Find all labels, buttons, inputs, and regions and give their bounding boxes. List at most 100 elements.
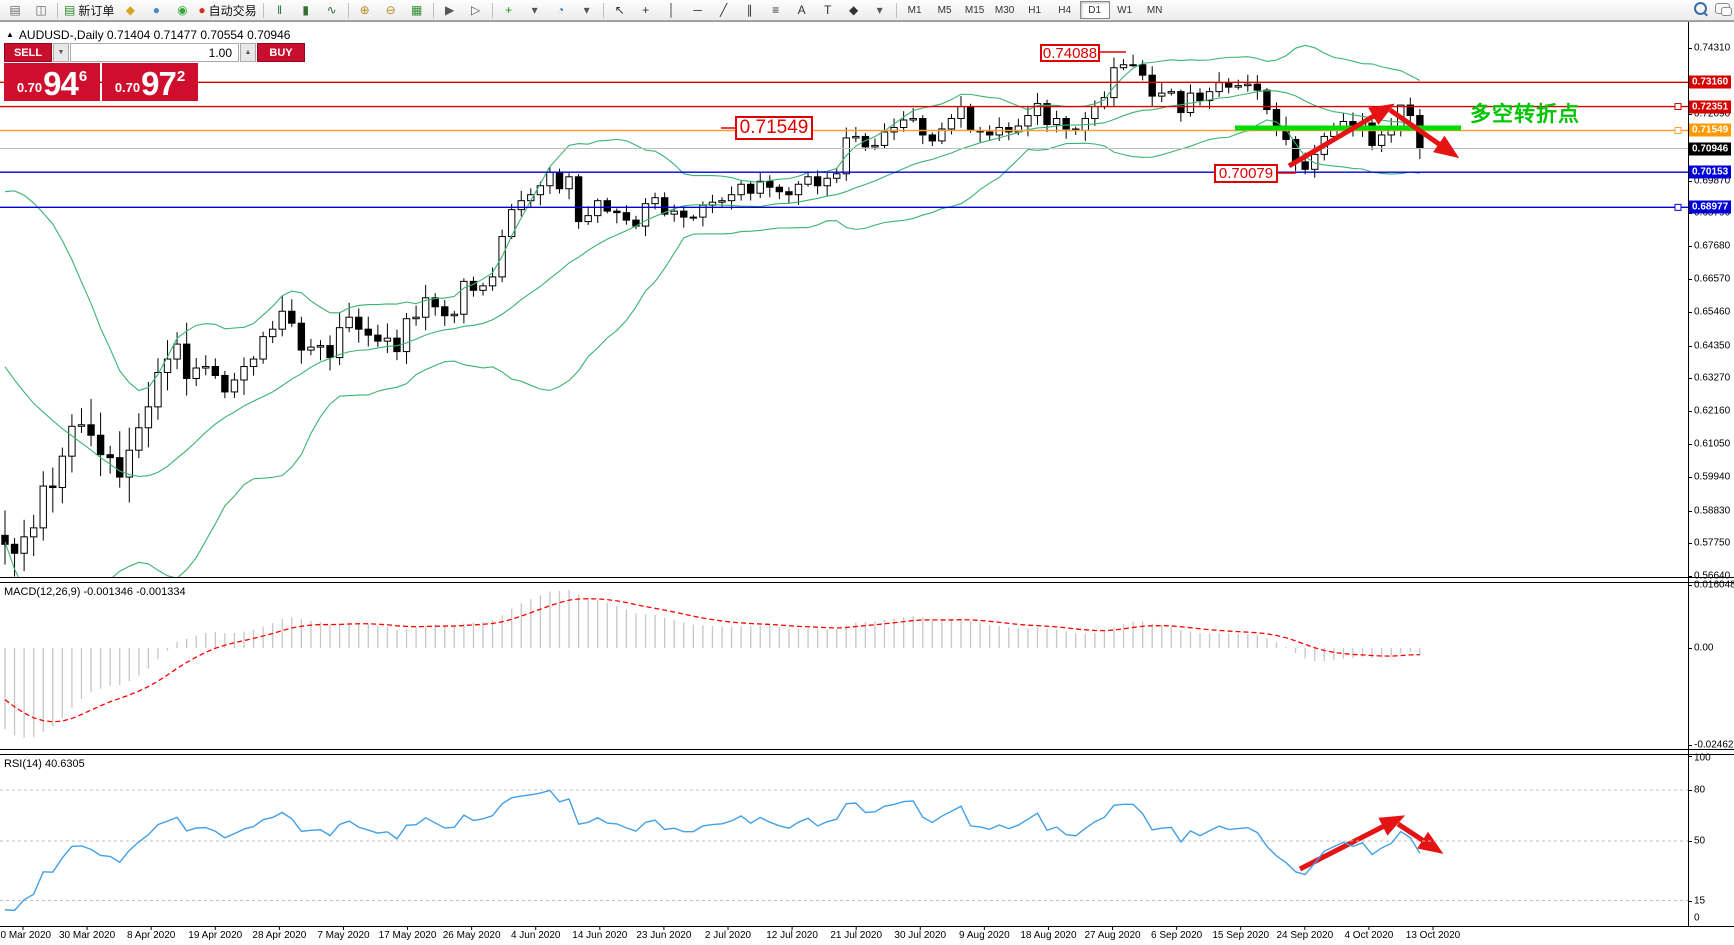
scale-tick-mark xyxy=(1688,790,1692,791)
price-line-scale-label: 0.71549 xyxy=(1689,123,1732,137)
date-axis-label: 24 Sep 2020 xyxy=(1276,930,1334,941)
toolbar-separator xyxy=(262,2,264,18)
toolbar-separator xyxy=(57,2,58,18)
chart-title: AUDUSD-,Daily 0.71404 0.71477 0.70554 0.… xyxy=(18,28,291,42)
new-order-icon-label: 新订单 xyxy=(78,3,115,18)
volume-input[interactable] xyxy=(70,43,239,62)
date-axis-label: 9 Aug 2020 xyxy=(959,930,1010,941)
macd-tick-label: 0.00 xyxy=(1694,642,1714,654)
timeframe-button-mn[interactable]: MN xyxy=(1146,4,1163,16)
buy-button[interactable]: BUY xyxy=(257,43,305,62)
market-watch-icon: ◫ xyxy=(35,3,47,17)
chart-shift-icon[interactable]: ▷ xyxy=(463,1,489,20)
price-callout-high[interactable]: 0.74088 xyxy=(1040,44,1100,62)
scale-tick-mark xyxy=(1688,48,1692,49)
toolbar-separator xyxy=(491,2,493,18)
period-icon[interactable]: ◔ xyxy=(548,1,574,20)
scale-tick-mark xyxy=(1688,926,1692,927)
price-tick-label: 0.69870 xyxy=(1694,175,1731,187)
trendline-icon[interactable]: ╱ xyxy=(711,1,737,20)
period-icon: ◔ xyxy=(557,3,565,17)
scale-tick-mark xyxy=(1688,246,1692,248)
resistance-line-0.72351-handle[interactable] xyxy=(1674,103,1682,111)
arrows-icon: ◆ xyxy=(849,3,859,17)
sell-button[interactable]: SELL xyxy=(4,43,52,62)
candle-chart-icon[interactable]: ▮ xyxy=(293,1,319,20)
collapse-panel-icon[interactable]: ▲ xyxy=(6,30,14,39)
styler-icon[interactable]: ◆ xyxy=(117,1,143,20)
date-axis-label: 4 Oct 2020 xyxy=(1344,930,1394,941)
trend-arrow-main-0[interactable] xyxy=(1287,103,1395,169)
buy-price-display[interactable]: 0.70 97 2 xyxy=(102,63,198,101)
date-axis-label: 17 May 2020 xyxy=(378,930,437,941)
indicators-dropdown-icon[interactable]: ▾ xyxy=(522,1,548,20)
timeframe-button-h4[interactable]: H4 xyxy=(1058,4,1072,16)
timeframe-button-m30[interactable]: M30 xyxy=(994,4,1015,16)
price-tick-label: 0.59940 xyxy=(1694,471,1731,483)
trend-arrow-rsi-2[interactable] xyxy=(1298,815,1406,872)
zoom-in-icon[interactable]: ⊕ xyxy=(352,1,378,20)
bar-chart-icon[interactable]: ‖ xyxy=(267,1,293,20)
timeframe-button-m5[interactable]: M5 xyxy=(937,4,952,16)
autoscroll-icon[interactable]: ▶ xyxy=(437,1,463,20)
search-icon[interactable] xyxy=(1694,2,1707,15)
sell-price-display[interactable]: 0.70 94 6 xyxy=(4,63,100,101)
timeframe-button-d1[interactable]: D1 xyxy=(1079,1,1110,19)
candle-chart-icon: ▮ xyxy=(302,3,309,17)
rsi-tick-label: 0 xyxy=(1694,912,1700,924)
hline-icon[interactable]: ─ xyxy=(685,1,711,20)
label-icon[interactable]: T xyxy=(815,1,841,20)
indicators-icon[interactable]: + xyxy=(496,1,522,20)
price-tick-label: 0.72090 xyxy=(1694,108,1731,120)
arrows-dropdown-icon[interactable]: ▾ xyxy=(867,1,893,20)
indicators-icon: + xyxy=(505,3,513,17)
signal-icon[interactable]: ◉ xyxy=(169,1,195,20)
price-tick-label: 0.65460 xyxy=(1694,306,1731,318)
channel-icon[interactable]: ∥ xyxy=(737,1,763,20)
cursor-icon[interactable]: ↖ xyxy=(607,1,633,20)
support-line-0.68977-handle[interactable] xyxy=(1674,203,1682,211)
scale-tick-mark xyxy=(1688,510,1692,512)
chat-icon[interactable] xyxy=(1715,3,1732,16)
volume-increase-button[interactable]: ▲ xyxy=(240,43,256,62)
line-chart-icon[interactable]: ∿ xyxy=(319,1,345,20)
market-watch-icon[interactable]: ◫ xyxy=(28,1,54,20)
autotrading-icon[interactable]: ● 自动交易 xyxy=(195,1,259,20)
crosshair-icon: + xyxy=(642,3,650,17)
date-axis-label: 26 May 2020 xyxy=(442,930,501,941)
arrows-dropdown-icon: ▾ xyxy=(876,3,883,17)
date-axis-label: 18 Aug 2020 xyxy=(1020,930,1077,941)
price-callout-low[interactable]: 0.70079 xyxy=(1214,164,1278,183)
turning-point-label[interactable]: 多空转折点 xyxy=(1470,103,1580,126)
period-dropdown-icon[interactable]: ▾ xyxy=(574,1,600,20)
date-axis-label: 13 Oct 2020 xyxy=(1405,930,1461,941)
turning-point-line[interactable] xyxy=(1235,125,1461,131)
timeframe-button-m15[interactable]: M15 xyxy=(964,4,985,16)
timeframe-button-w1[interactable]: W1 xyxy=(1117,4,1133,16)
scale-tick-mark xyxy=(1688,279,1692,281)
tile-windows-icon: ▦ xyxy=(410,3,423,17)
report-icon: ▤ xyxy=(9,3,21,17)
text-icon[interactable]: A xyxy=(789,1,815,20)
crosshair-icon[interactable]: + xyxy=(633,1,659,20)
vline-icon[interactable]: │ xyxy=(659,1,685,20)
fibonacci-icon[interactable]: ≡ xyxy=(763,1,789,20)
trend-arrow-main-1[interactable] xyxy=(1388,107,1460,159)
price-tick-label: 0.74310 xyxy=(1694,42,1731,54)
timeframe-button-h1[interactable]: H1 xyxy=(1028,4,1042,16)
scale-tick-mark xyxy=(1688,180,1692,182)
zoom-out-icon[interactable]: ⊖ xyxy=(378,1,404,20)
rsi-tick-label: 50 xyxy=(1694,835,1706,847)
price-callout-pivot[interactable]: 0.71549 xyxy=(735,116,813,140)
price-tick-label: 0.62160 xyxy=(1694,405,1731,417)
arrows-icon[interactable]: ◆ xyxy=(841,1,867,20)
volume-decrease-button[interactable]: ▼ xyxy=(53,43,69,62)
new-order-icon[interactable]: ▤ 新订单 xyxy=(61,1,117,20)
pivot-line-0.71549-handle[interactable] xyxy=(1674,126,1682,134)
timeframe-button-m1[interactable]: M1 xyxy=(907,4,922,16)
tile-windows-icon[interactable]: ▦ xyxy=(404,1,430,20)
trend-arrow-rsi-3[interactable] xyxy=(1396,821,1444,854)
community-icon[interactable]: ● xyxy=(143,1,169,20)
report-icon[interactable]: ▤ xyxy=(2,1,28,20)
